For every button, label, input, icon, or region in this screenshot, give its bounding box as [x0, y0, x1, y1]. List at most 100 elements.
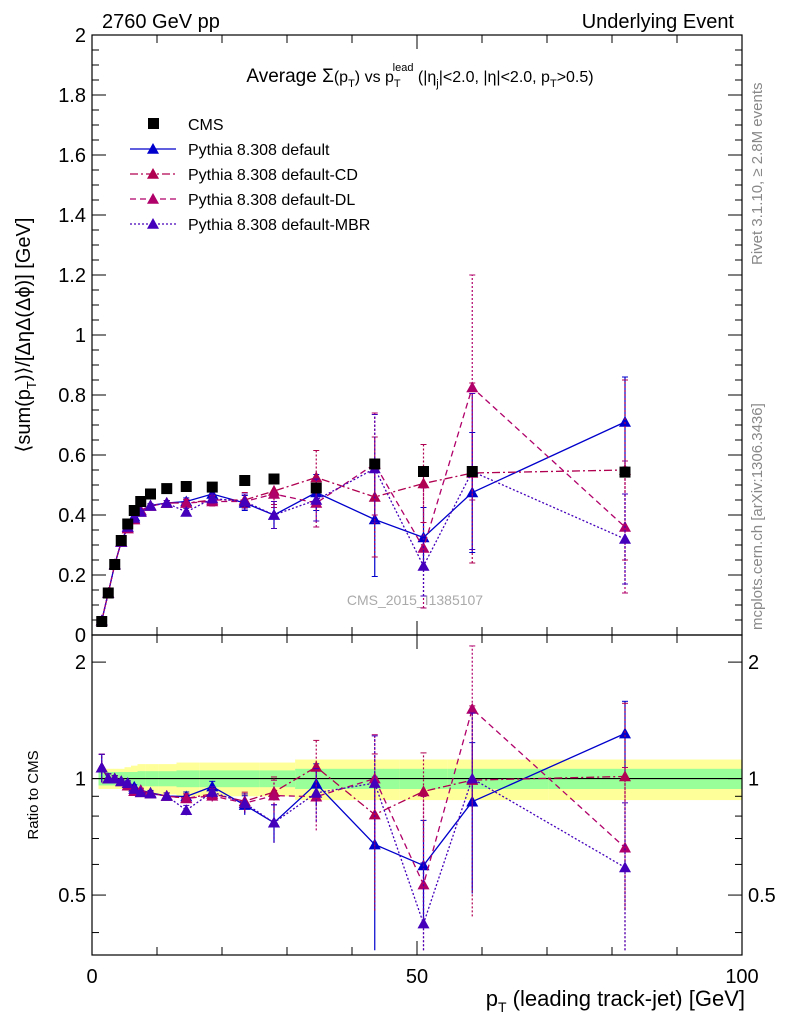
cms-point [206, 481, 218, 493]
legend-marker [147, 193, 159, 204]
cms-point [102, 587, 114, 599]
series-point-mbr [238, 495, 251, 507]
plot-title: Average Σ(pT) vs pTlead (|ηj|<2.0, |η|<2… [246, 62, 593, 90]
y-tick-label: 2 [75, 25, 86, 47]
ratio-y-tick-label-right: 2 [748, 652, 759, 674]
legend-marker [147, 168, 159, 179]
cms-point [96, 616, 108, 627]
ratio-point-mbr [206, 786, 219, 797]
legend-label: Pythia 8.308 default-DL [188, 192, 355, 209]
series-point-mbr [180, 506, 193, 517]
legend-marker-cms [148, 118, 159, 129]
cms-point [239, 475, 251, 486]
y-axis-label-ratio: Ratio to CMS [25, 750, 42, 839]
y-tick-label: 0.2 [58, 565, 86, 587]
rivet-label: Rivet 3.1.10, ≥ 2.8M events [749, 83, 766, 266]
cms-point [135, 496, 147, 507]
y-tick-label: 1 [75, 325, 86, 347]
cms-point [128, 505, 140, 516]
series-line-dl [101, 386, 626, 621]
series-point-mbr [417, 560, 430, 571]
cms-point [115, 535, 127, 546]
ratio-point-mbr [268, 816, 280, 828]
x-axis-label: pT (leading track-jet) [GeV] [486, 986, 745, 1015]
ratio-point-dl [466, 702, 479, 714]
cms-point [268, 473, 280, 485]
ratio-point-dl [417, 878, 430, 890]
ratio-point-mbr [466, 772, 479, 784]
series-point-cd [417, 477, 430, 489]
series-point-cd [310, 471, 323, 483]
cms-point [145, 488, 156, 500]
series-point-default [368, 513, 381, 525]
ratio-y-tick-label: 2 [75, 652, 86, 674]
ratio-y-tick-label: 1 [75, 769, 86, 791]
ratio-point-dl [619, 841, 631, 853]
series-point-mbr [310, 494, 323, 505]
ratio-point-mbr [180, 804, 193, 816]
series-point-dl [180, 497, 193, 508]
ratio-point-dl [180, 792, 193, 804]
series-point-dl [466, 381, 479, 393]
cms-point [619, 466, 631, 478]
ratio-panel: 0 50 100 0.5 0.5 1 1 2 2 [58, 634, 776, 988]
ratio-point-mbr [134, 786, 147, 798]
y-tick-label: 1.6 [58, 145, 86, 167]
ratio-point-mbr [368, 777, 381, 788]
ratio-point-mbr [144, 787, 157, 799]
y-tick-label: 1.4 [58, 205, 86, 227]
ratio-point-cd [619, 770, 631, 782]
series-point-cd [368, 491, 381, 502]
ratio-point-default [310, 777, 323, 789]
ratio-point-cd [417, 785, 430, 797]
ratio-series-layer [95, 645, 631, 951]
y-tick-label: 0.8 [58, 385, 86, 407]
ratio-point-mbr [108, 772, 121, 784]
cms-point [466, 466, 478, 477]
ratio-point-mbr [417, 917, 430, 929]
energy-label: 2760 GeV pp [102, 11, 220, 33]
x-tick-label: 0 [86, 966, 97, 988]
ratio-y-tick-label: 0.5 [58, 885, 86, 907]
series-line-default [101, 421, 626, 621]
ratio-y-tick-label-right: 0.5 [748, 885, 776, 907]
cms-point [180, 481, 192, 492]
y-tick-label: 0.6 [58, 445, 86, 467]
ratio-point-mbr [121, 777, 134, 788]
legend-label: Pythia 8.308 default [188, 142, 330, 159]
x-tick-label: 50 [406, 966, 428, 988]
main-panel: 0 0.2 0.4 0.6 0.8 1 1.2 1.4 1.6 1.8 2 [58, 25, 743, 647]
legend: CMS Pythia 8.308 default Pythia 8.308 defa… [130, 117, 370, 234]
series-point-dl [268, 488, 280, 499]
ratio-point-dl [268, 789, 280, 801]
legend-label: CMS [188, 117, 224, 134]
process-label: Underlying Event [582, 11, 735, 33]
ratio-point-mbr [238, 797, 251, 808]
cms-point [418, 466, 429, 477]
cms-point [310, 482, 322, 494]
series-point-mbr [160, 497, 173, 508]
x-tick-label: 100 [725, 966, 758, 988]
ratio-y-tick-label-right: 1 [748, 769, 759, 791]
cms-point [109, 559, 121, 570]
cms-point [369, 458, 381, 470]
cms-point [161, 483, 173, 495]
legend-marker [147, 218, 159, 229]
y-tick-label: 1.2 [58, 265, 86, 287]
ratio-point-mbr [128, 783, 141, 794]
y-tick-label: 0 [75, 625, 86, 647]
series-point-mbr [268, 509, 280, 520]
series-point-default [619, 416, 631, 427]
y-tick-label: 1.8 [58, 85, 86, 107]
ratio-point-mbr [619, 861, 631, 873]
legend-label: Pythia 8.308 default-MBR [188, 217, 370, 234]
series-point-mbr [619, 533, 631, 544]
legend-label: Pythia 8.308 default-CD [188, 167, 358, 184]
mcplots-label: mcplots.cern.ch [arXiv:1306.3436] [749, 403, 766, 630]
ratio-point-mbr [310, 786, 323, 798]
ratio-point-mbr [160, 789, 173, 801]
series-line-cd [101, 469, 626, 621]
series-point-mbr [144, 500, 157, 511]
ratio-point-mbr [115, 775, 128, 787]
